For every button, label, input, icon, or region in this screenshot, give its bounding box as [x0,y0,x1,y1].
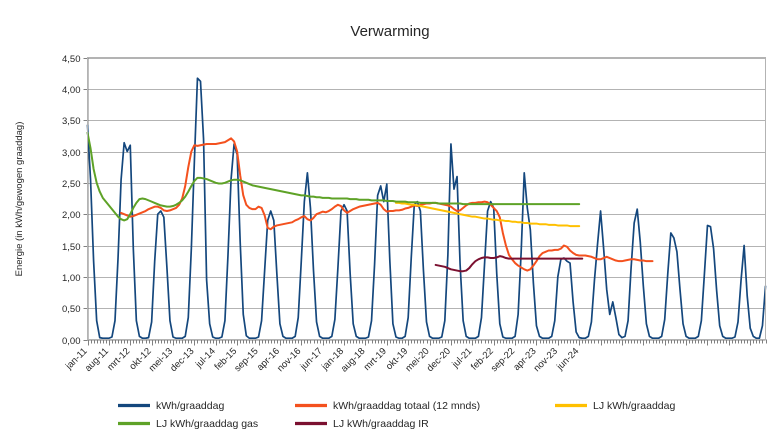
y-tick-label: 0,50 [62,304,81,315]
legend-label-4: LJ kWh/graaddag IR [333,418,429,430]
y-tick-label: 4,00 [62,85,81,96]
legend-label-2: LJ kWh/graaddag [593,400,675,412]
y-tick-label: 0,00 [62,336,81,347]
y-tick-marks [83,58,88,341]
y-tick-label: 1,50 [62,242,81,253]
chart-legend: kWh/graaddag kWh/graaddag totaal (12 mnds… [118,400,675,430]
y-tick-label: 2,00 [62,210,81,221]
y-axis-tick-labels: 0,00 0,50 1,00 1,50 2,00 2,50 3,00 3,50 4,00 4,50 [62,54,81,347]
data-series-group [86,77,767,340]
y-tick-label: 3,50 [62,116,81,127]
legend-label-0: kWh/graaddag [156,400,224,412]
chart-title: Verwarming [350,23,429,40]
x-tick-marks [88,339,767,346]
y-axis-title: Energie (in kWh/gewogen graaddag) [14,122,25,277]
series-line-0 [86,77,767,340]
series-line-4 [434,255,584,273]
legend-label-1: kWh/graaddag totaal (12 mnds) [333,400,480,412]
y-tick-label: 4,50 [62,54,81,65]
legend-label-3: LJ kWh/graaddag gas [156,418,258,430]
y-tick-label: 3,00 [62,148,81,159]
y-tick-label: 2,50 [62,179,81,190]
y-tick-label: 1,00 [62,273,81,284]
series-line-3 [86,131,581,222]
series-line-1 [120,137,654,272]
series-line-2 [394,201,581,228]
plot-area-border [87,57,766,340]
